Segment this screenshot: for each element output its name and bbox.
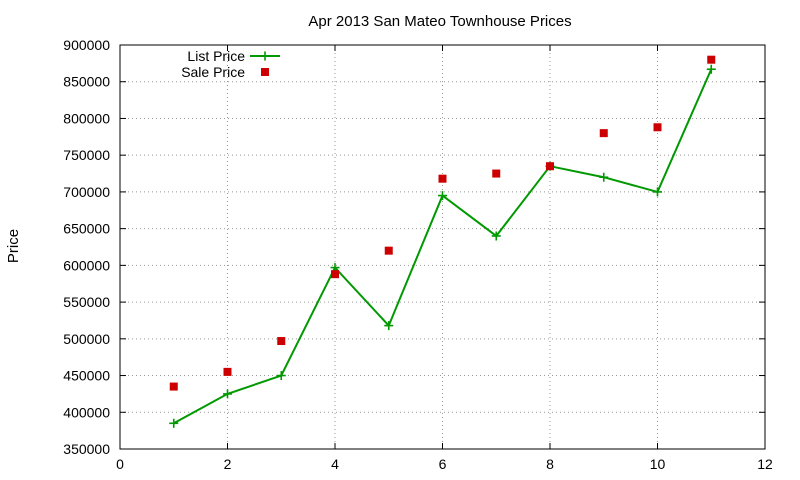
list-price-point xyxy=(653,187,662,197)
series-list-price xyxy=(169,64,716,428)
chart-title: Apr 2013 San Mateo Townhouse Prices xyxy=(308,13,571,30)
sale-price-point xyxy=(331,270,339,279)
list-price-point xyxy=(169,418,179,428)
list-price-point xyxy=(384,321,394,331)
y-axis-label: Price xyxy=(5,229,22,263)
y-tick-label: 550000 xyxy=(63,294,110,310)
y-tick-label: 750000 xyxy=(63,147,110,163)
sale-price-point xyxy=(277,337,286,346)
sale-price-point xyxy=(384,246,393,255)
x-tick-label: 0 xyxy=(116,456,124,472)
list-price-point xyxy=(223,389,232,399)
sale-price-point xyxy=(169,382,178,391)
y-tick-label: 700000 xyxy=(63,184,110,200)
x-tick-label: 6 xyxy=(439,456,447,472)
legend-label: Sale Price xyxy=(181,64,245,80)
x-tick-label: 12 xyxy=(757,456,773,472)
y-tick-label: 800000 xyxy=(63,110,110,126)
x-tick-label: 4 xyxy=(331,456,339,472)
y-tick-label: 850000 xyxy=(63,74,110,90)
sale-price-point xyxy=(492,169,501,178)
grid xyxy=(120,45,765,449)
series-layer xyxy=(169,55,716,428)
list-price-point xyxy=(706,64,716,74)
sale-price-point xyxy=(438,174,447,183)
list-price-point xyxy=(438,191,447,201)
series-sale-price xyxy=(169,55,716,391)
list-price-point xyxy=(276,371,286,381)
sale-price-point xyxy=(546,162,554,171)
y-tick-label: 400000 xyxy=(63,404,110,420)
y-tick-label: 650000 xyxy=(63,221,110,237)
x-tick-label: 10 xyxy=(650,456,666,472)
legend-plus-marker xyxy=(260,51,270,61)
sale-price-point xyxy=(599,129,608,138)
legend-label: List Price xyxy=(187,48,245,64)
x-tick-label: 2 xyxy=(224,456,232,472)
legend-square-marker xyxy=(261,68,269,76)
sale-price-point xyxy=(653,123,662,132)
y-tick-label: 450000 xyxy=(63,368,110,384)
list-price-line xyxy=(173,68,713,425)
axes: 0 2 4 6 8 10 12 350000 400000 450000 500000 550000 6… xyxy=(63,37,773,472)
list-price-point xyxy=(599,172,609,182)
y-tick-label: 500000 xyxy=(63,331,110,347)
x-tick-label: 8 xyxy=(546,456,554,472)
sale-price-point xyxy=(707,55,716,64)
sale-price-point xyxy=(223,367,232,376)
y-tick-label: 600000 xyxy=(63,257,110,273)
y-tick-label: 350000 xyxy=(63,441,110,457)
list-price-point xyxy=(491,231,501,241)
y-tick-label: 900000 xyxy=(63,37,110,53)
